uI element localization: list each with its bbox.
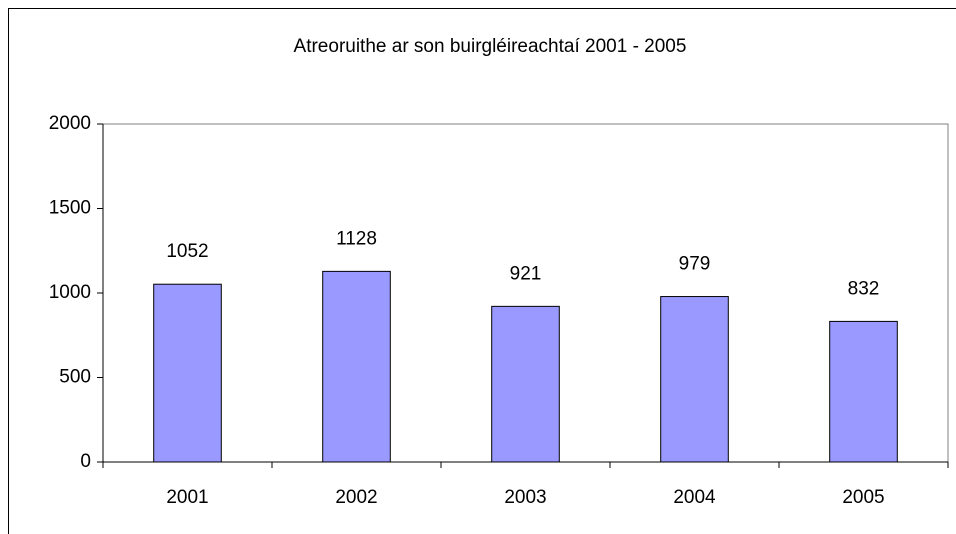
x-tick-label: 2003 (504, 487, 546, 508)
bar (491, 305, 560, 463)
data-label: 832 (848, 278, 880, 299)
data-label: 1052 (166, 241, 208, 262)
bar (322, 270, 391, 463)
y-tick-label: 0 (80, 451, 91, 472)
x-tick-label: 2005 (842, 487, 884, 508)
chart-border (8, 8, 956, 534)
y-tick-label: 1000 (49, 282, 91, 303)
y-tick-label: 1500 (49, 198, 91, 219)
x-tick-label: 2002 (335, 487, 377, 508)
y-tick-label: 500 (59, 367, 91, 388)
data-label: 1128 (336, 228, 377, 249)
bar (153, 283, 222, 463)
chart-title: Atreoruithe ar son buirgléireachtaí 2001… (294, 36, 687, 57)
bar (660, 296, 729, 463)
data-label: 921 (510, 263, 542, 284)
x-tick-label: 2004 (673, 487, 716, 508)
data-label: 979 (679, 254, 711, 275)
bar (829, 320, 898, 463)
x-tick-label: 2001 (166, 487, 208, 508)
y-tick-label: 2000 (49, 113, 91, 134)
